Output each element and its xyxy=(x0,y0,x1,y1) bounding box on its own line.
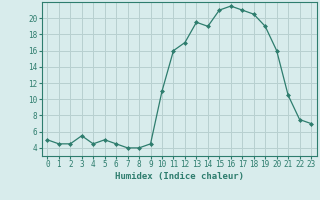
X-axis label: Humidex (Indice chaleur): Humidex (Indice chaleur) xyxy=(115,172,244,181)
